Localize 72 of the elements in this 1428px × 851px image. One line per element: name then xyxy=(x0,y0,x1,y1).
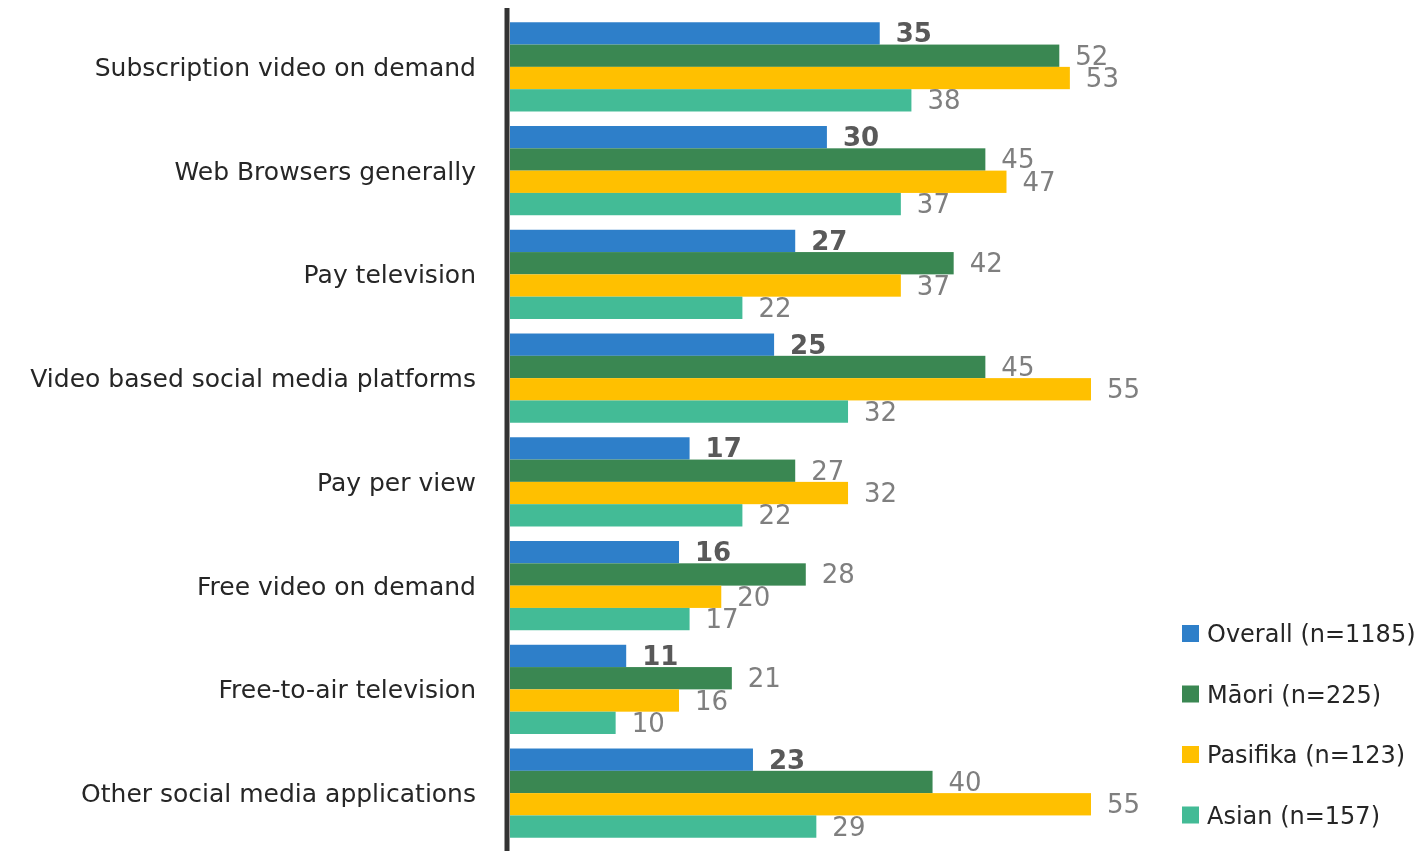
data-label: 55 xyxy=(1107,374,1141,405)
bar xyxy=(510,44,1060,67)
bar xyxy=(510,667,732,690)
y-tick-label: Other social media applications xyxy=(81,779,476,809)
bar xyxy=(510,252,954,275)
bar xyxy=(510,126,827,149)
data-label: 17 xyxy=(705,433,742,464)
data-label: 25 xyxy=(790,329,827,360)
bar xyxy=(510,770,933,794)
data-label: 28 xyxy=(821,559,855,590)
bar xyxy=(510,229,796,253)
bar xyxy=(510,148,986,171)
data-label: 21 xyxy=(747,663,781,694)
bar xyxy=(510,378,1091,401)
data-label: 22 xyxy=(758,292,792,323)
data-label: 30 xyxy=(842,122,880,153)
data-label: 23 xyxy=(768,744,806,775)
data-label: 29 xyxy=(832,811,866,842)
data-label: 42 xyxy=(969,248,1003,279)
data-label: 10 xyxy=(631,707,665,738)
bar xyxy=(510,585,722,608)
data-label: 27 xyxy=(811,225,848,256)
data-label: 35 xyxy=(895,18,932,49)
data-label: 37 xyxy=(916,189,950,220)
data-label: 32 xyxy=(864,396,898,427)
y-tick-label: Web Browsers generally xyxy=(174,156,477,186)
y-tick-label: Free-to-air television xyxy=(218,675,476,705)
data-label: 22 xyxy=(758,500,792,531)
y-tick-label: Pay television xyxy=(303,260,476,290)
data-label: 40 xyxy=(948,766,982,797)
data-label: 32 xyxy=(864,478,898,509)
data-label: 55 xyxy=(1107,789,1141,820)
bar xyxy=(510,504,743,527)
bar xyxy=(510,459,796,482)
bar xyxy=(510,437,690,460)
y-tick-label: Free video on demand xyxy=(197,571,476,601)
bar xyxy=(510,66,1070,90)
bar xyxy=(510,89,912,112)
legend-label: Pasifika (n=123) xyxy=(1207,741,1406,769)
data-label: 37 xyxy=(916,270,950,301)
bar xyxy=(510,689,680,712)
bar xyxy=(510,541,680,564)
y-tick-label: Video based social media platforms xyxy=(30,364,476,394)
data-label: 11 xyxy=(642,640,679,671)
bar xyxy=(510,563,806,586)
bar xyxy=(510,274,901,297)
bar xyxy=(510,170,1007,193)
legend-label: Overall (n=1185) xyxy=(1207,620,1416,648)
legend-label: Asian (n=157) xyxy=(1207,801,1380,830)
y-tick-label: Subscription video on demand xyxy=(94,52,476,82)
bar xyxy=(510,793,1091,816)
bar xyxy=(510,748,753,771)
bar xyxy=(510,355,986,379)
bar xyxy=(510,481,849,505)
data-label: 38 xyxy=(927,85,961,116)
data-label: 45 xyxy=(1001,351,1035,382)
bar xyxy=(510,296,743,319)
data-label: 27 xyxy=(811,455,845,486)
bar xyxy=(510,192,901,216)
bar xyxy=(510,815,817,838)
bar xyxy=(510,711,616,734)
bar xyxy=(510,22,880,45)
data-label: 16 xyxy=(695,537,732,568)
bar xyxy=(510,607,690,631)
y-tick-label: Pay per view xyxy=(316,467,476,497)
legend-label: Māori (n=225) xyxy=(1207,680,1382,709)
bar xyxy=(510,644,627,668)
bar xyxy=(510,333,775,356)
bar xyxy=(510,400,849,423)
data-label: 20 xyxy=(737,581,771,612)
data-label: 16 xyxy=(695,685,729,716)
data-label: 17 xyxy=(705,604,739,635)
